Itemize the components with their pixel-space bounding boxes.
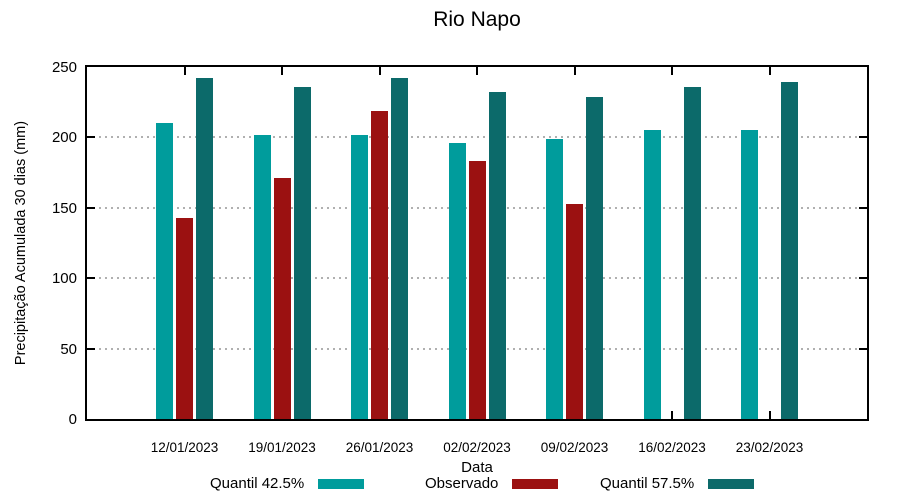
y-tick-label: 200	[51, 129, 77, 147]
plot-area	[85, 65, 869, 421]
bar-quantil-42.5-	[448, 143, 466, 419]
bar-quantil-42.5-	[741, 130, 758, 419]
bar-quantil-57.5-	[683, 86, 701, 419]
legend-label: Observado	[425, 475, 499, 492]
legend-entry: Observado	[425, 475, 559, 492]
x-tick-label: 26/01/2023	[345, 440, 414, 455]
bar-observado	[176, 217, 193, 419]
bar-quantil-42.5-	[546, 138, 563, 419]
y-tick-right	[859, 136, 867, 139]
x-tick-label: 09/02/2023	[540, 440, 609, 455]
x-tick-label: 02/02/2023	[443, 440, 511, 455]
y-axis-title: Precipitação Acumulada 30 dias (mm)	[13, 120, 29, 366]
bar-observado	[468, 161, 486, 419]
x-tick-top	[768, 67, 771, 75]
legend-entry: Quantil 57.5%	[600, 475, 755, 492]
x-tick-label: 16/02/2023	[638, 440, 706, 455]
legend-swatch	[708, 478, 755, 489]
x-tick-bottom	[768, 411, 771, 419]
x-tick-top	[573, 67, 576, 75]
y-tick-right	[859, 277, 867, 280]
y-tick-right	[859, 206, 867, 209]
y-tick-left	[87, 206, 95, 209]
y-tick-right	[859, 347, 867, 350]
y-tick-left	[87, 136, 95, 139]
bar-quantil-57.5-	[293, 86, 311, 419]
bar-observado	[566, 203, 583, 419]
bar-observado	[371, 110, 388, 419]
bar-observado	[273, 178, 291, 419]
legend-swatch	[512, 478, 559, 489]
x-tick-label: 23/02/2023	[735, 440, 804, 455]
x-tick-top	[476, 67, 478, 75]
bar-quantil-57.5-	[391, 78, 408, 419]
y-tick-label: 250	[51, 59, 77, 76]
x-tick-top	[378, 67, 381, 75]
x-axis-title: Data	[461, 459, 493, 476]
bar-quantil-42.5-	[253, 134, 271, 419]
y-tick-label: 100	[51, 270, 77, 288]
bar-quantil-57.5-	[586, 96, 603, 419]
legend-entry: Quantil 42.5%	[210, 475, 365, 492]
y-tick-left	[87, 277, 95, 280]
legend-swatch	[318, 478, 365, 489]
x-tick-top	[281, 67, 283, 75]
x-tick-label: 12/01/2023	[150, 440, 219, 455]
legend-label: Quantil 57.5%	[600, 475, 695, 492]
bar-quantil-57.5-	[488, 92, 506, 419]
bar-quantil-42.5-	[643, 130, 661, 419]
y-tick-label: 0	[68, 411, 77, 428]
y-tick-label: 50	[60, 340, 77, 358]
y-tick-left	[87, 347, 95, 350]
x-tick-top	[671, 67, 673, 75]
x-tick-top	[183, 67, 186, 75]
bar-quantil-42.5-	[156, 123, 173, 419]
y-tick-label: 150	[51, 199, 77, 217]
bar-quantil-42.5-	[351, 134, 368, 419]
bar-quantil-57.5-	[196, 78, 213, 419]
chart-title: Rio Napo	[433, 8, 521, 31]
gridline-y-200	[87, 136, 867, 139]
x-tick-bottom	[671, 411, 673, 419]
legend-label: Quantil 42.5%	[210, 475, 305, 492]
bar-quantil-57.5-	[781, 82, 798, 419]
x-tick-label: 19/01/2023	[248, 440, 316, 455]
